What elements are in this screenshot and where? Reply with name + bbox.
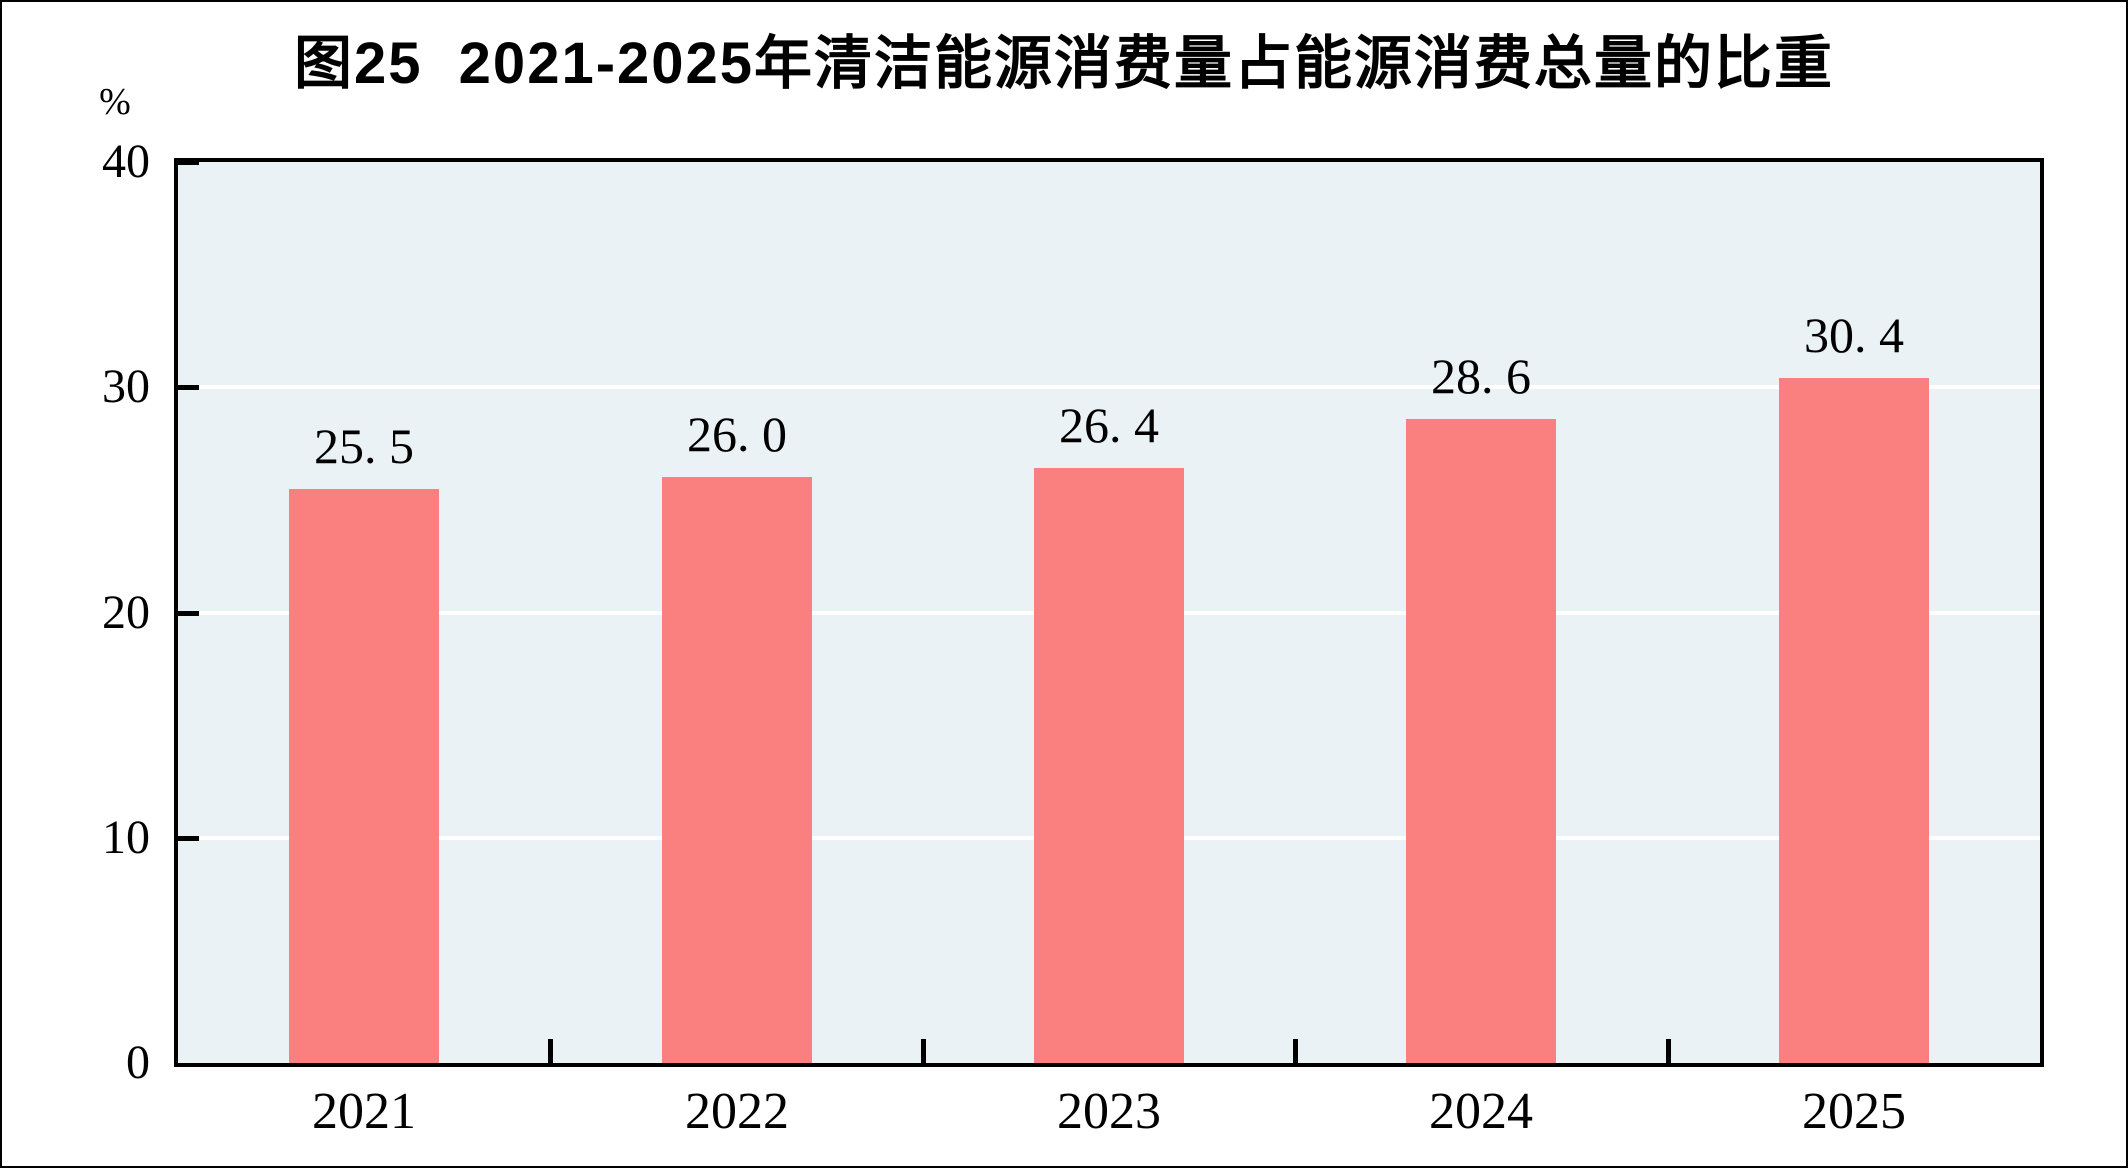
y-tick-mark-20 xyxy=(178,611,199,616)
x-tick-mark-2 xyxy=(921,1039,926,1063)
y-tick-mark-10 xyxy=(178,836,199,841)
x-tick-mark-4 xyxy=(1666,1039,1671,1063)
x-tick-mark-1 xyxy=(548,1039,553,1063)
x-axis-label-2021: 2021 xyxy=(312,1083,416,1140)
y-tick-mark-40 xyxy=(178,160,199,165)
chart-title: 图25 2021-2025年清洁能源消费量占能源消费总量的比重 xyxy=(293,31,1835,96)
gridline-30 xyxy=(178,385,2040,389)
x-axis-label-2023: 2023 xyxy=(1057,1083,1161,1140)
x-axis-label-2024: 2024 xyxy=(1429,1083,1533,1140)
bar-value-label-2023: 26. 4 xyxy=(1059,397,1159,453)
bar-2021 xyxy=(289,489,439,1063)
y-tick-mark-30 xyxy=(178,385,199,390)
bar-value-label-2022: 26. 0 xyxy=(687,406,787,462)
y-axis-label-0: 0 xyxy=(126,1036,150,1089)
bar-2024 xyxy=(1406,419,1556,1063)
bar-2025 xyxy=(1779,378,1929,1063)
x-tick-mark-3 xyxy=(1293,1039,1298,1063)
x-axis-label-2025: 2025 xyxy=(1802,1083,1906,1140)
bar-2022 xyxy=(662,477,812,1063)
y-axis-label-30: 30 xyxy=(102,360,150,413)
bar-2023 xyxy=(1034,468,1184,1063)
y-axis-label-20: 20 xyxy=(102,586,150,639)
y-axis-label-10: 10 xyxy=(102,811,150,864)
bar-value-label-2024: 28. 6 xyxy=(1431,348,1531,404)
plot-area: 25. 5 26. 0 26. 4 28. 6 30. 4 xyxy=(174,158,2044,1067)
y-axis-label-40: 40 xyxy=(102,135,150,188)
bar-value-label-2021: 25. 5 xyxy=(314,418,414,474)
x-axis-label-2022: 2022 xyxy=(685,1083,789,1140)
y-axis-unit-label: % xyxy=(99,81,131,123)
bar-value-label-2025: 30. 4 xyxy=(1804,307,1904,363)
